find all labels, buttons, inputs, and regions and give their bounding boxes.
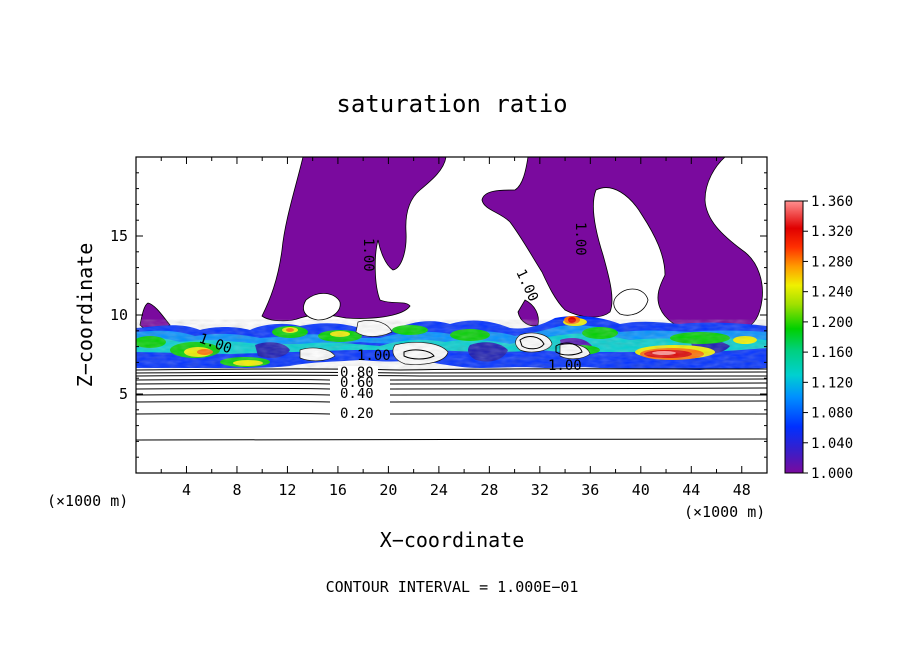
supersaturated-regions xyxy=(139,157,763,331)
x-tick-label: 44 xyxy=(682,481,700,499)
x-tick-label: 8 xyxy=(232,481,241,499)
plume-right xyxy=(481,157,763,331)
x-axis-unit: (×1000 m) xyxy=(684,503,765,521)
x-tick-label: 48 xyxy=(733,481,751,499)
colorbar: 1.360 1.320 1.280 1.240 1.200 1.160 1.120 1.080… xyxy=(784,194,853,482)
contour-label: 1.00 xyxy=(360,238,376,272)
y-axis: 5 10 15 xyxy=(110,172,767,458)
contour-label: 1.00 xyxy=(357,348,391,364)
x-tick-label: 12 xyxy=(278,481,296,499)
y-axis-unit: (×1000 m) xyxy=(47,492,128,510)
colorbar-tick-label: 1.320 xyxy=(811,224,853,240)
subsaturated-holes xyxy=(303,288,649,321)
colorbar-tick-label: 1.280 xyxy=(811,254,853,270)
contour-label: 0.60 xyxy=(340,375,374,391)
x-axis-label: X−coordinate xyxy=(380,528,525,552)
colorbar-tick-label: 1.360 xyxy=(811,194,853,210)
colorbar-tick-label: 1.120 xyxy=(811,375,853,391)
x-tick-label: 40 xyxy=(632,481,650,499)
x-tick-label: 32 xyxy=(531,481,549,499)
y-tick-label: 5 xyxy=(119,385,128,403)
colorbar-ticks: 1.360 1.320 1.280 1.240 1.200 1.160 1.120 1.080… xyxy=(803,194,853,482)
colorbar-tick-label: 1.240 xyxy=(811,285,853,301)
x-tick-label: 36 xyxy=(581,481,599,499)
plume-left xyxy=(261,157,447,322)
y-tick-label: 15 xyxy=(110,227,128,245)
colorbar-gradient xyxy=(784,200,804,474)
colorbar-tick-label: 1.000 xyxy=(811,466,853,482)
plot-area: 0.20 0.40 0.60 0.80 1.00 1.00 1.00 1.00 … xyxy=(136,157,767,473)
x-axis: 4 8 12 16 20 24 28 32 36 40 44 48 xyxy=(160,157,751,499)
x-tick-label: 20 xyxy=(379,481,397,499)
y-axis-label: Z−coordinate xyxy=(73,243,97,388)
chart-title: saturation ratio xyxy=(336,90,567,118)
contour-label: 0.20 xyxy=(340,406,374,422)
contour-label: 1.00 xyxy=(572,222,588,256)
contour-label: 0.40 xyxy=(340,386,374,402)
x-tick-label: 28 xyxy=(480,481,498,499)
contour-interval-note: CONTOUR INTERVAL = 1.000E−01 xyxy=(326,578,579,596)
colorbar-tick-label: 1.160 xyxy=(811,345,853,361)
contour-label: 0.80 xyxy=(340,365,374,381)
x-tick-label: 16 xyxy=(329,481,347,499)
contour-label: 1.00 xyxy=(548,358,582,374)
colorbar-tick-label: 1.080 xyxy=(811,406,853,422)
contour-lines xyxy=(136,336,767,441)
x-tick-label: 4 xyxy=(182,481,191,499)
y-tick-label: 10 xyxy=(110,306,128,324)
x-tick-label: 24 xyxy=(430,481,448,499)
colorbar-tick-label: 1.200 xyxy=(811,315,853,331)
colorbar-tick-label: 1.040 xyxy=(811,436,853,452)
